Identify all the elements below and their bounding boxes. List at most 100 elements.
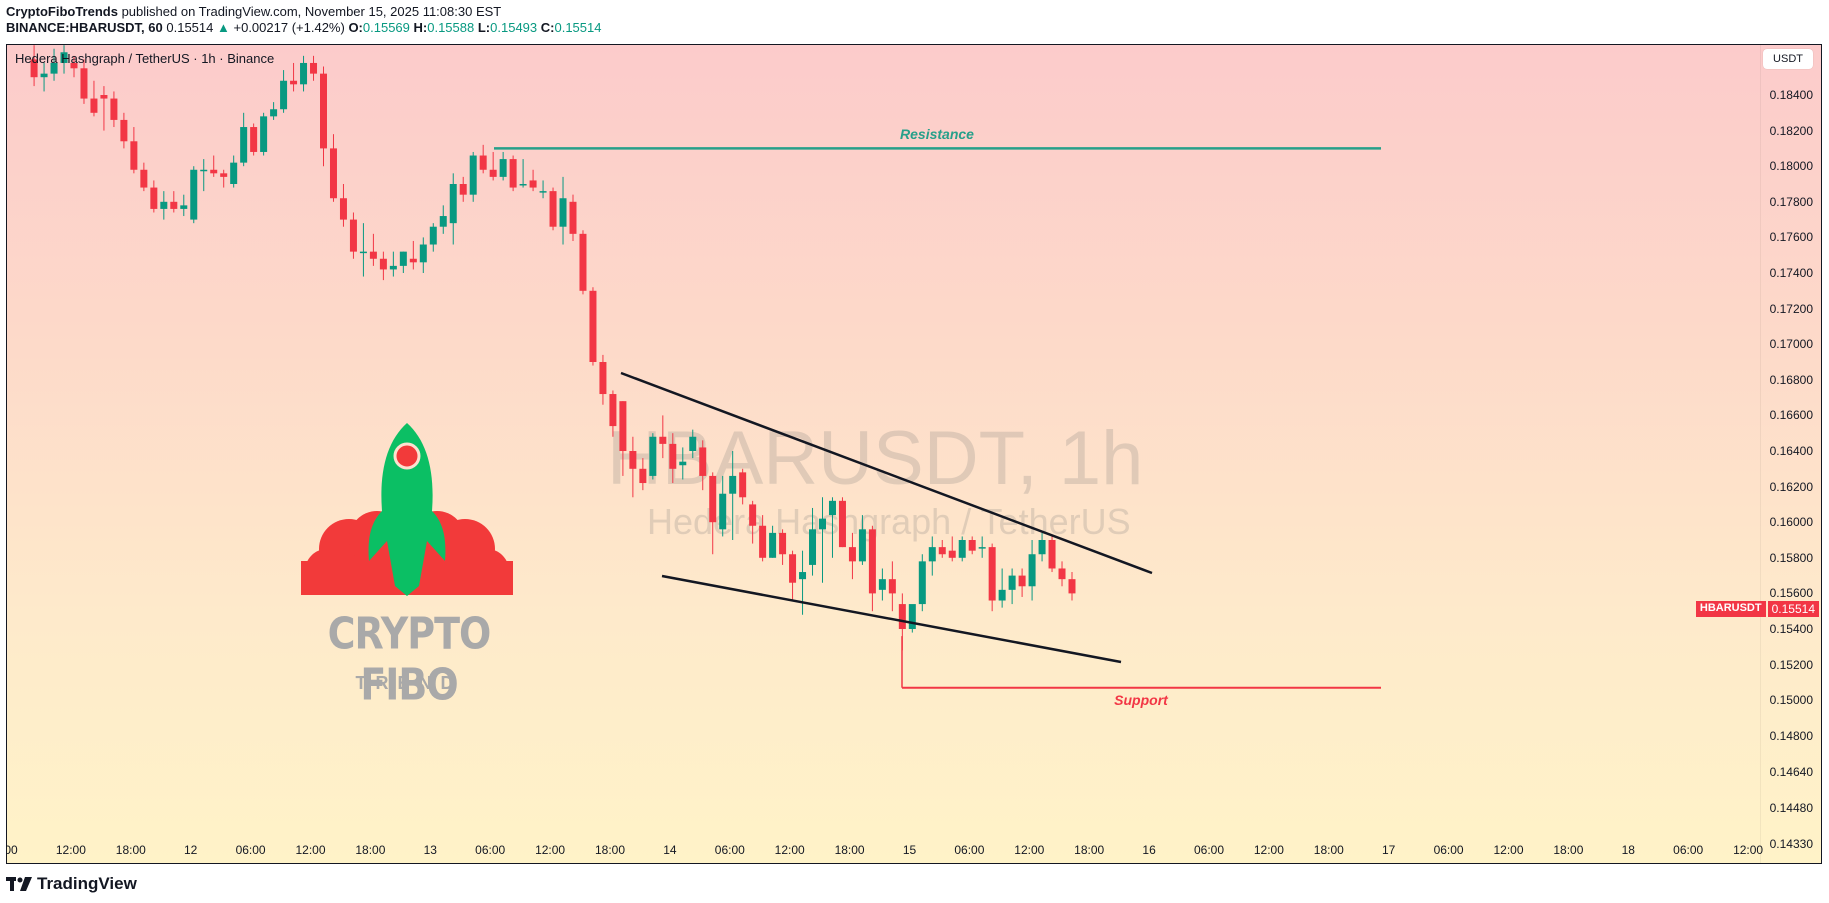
support-label[interactable]: Support [1114,691,1168,708]
candle [300,55,308,92]
candle [200,159,208,192]
candle [320,66,327,167]
candle [1038,532,1046,562]
tradingview-logo-icon [6,877,32,891]
watermark-symbol: HBARUSDT, 1h [607,416,1144,501]
candle [459,176,467,202]
candle [479,144,487,174]
lower-trendline[interactable] [661,574,1122,664]
time-tick: 14 [663,843,677,857]
price-tick: 0.14330 [1769,836,1813,851]
candle [789,550,797,601]
candle [250,123,258,156]
price-tick: 0.17200 [1769,301,1813,316]
price-tick: 0.16000 [1769,515,1813,530]
candle [499,151,507,181]
time-tick: 18 [1621,843,1635,857]
time-tick: 06:00 [1193,843,1225,857]
time-tick: 00 [7,843,18,857]
candle [110,91,118,128]
candle [719,475,727,537]
candle [559,176,567,245]
candle [729,451,737,540]
candle [918,554,926,612]
price-tick: 0.14640 [1769,764,1813,779]
candle [669,433,677,484]
candle [369,233,377,266]
price-tick: 0.18200 [1769,123,1813,138]
candle [290,62,298,92]
candle [699,440,707,491]
price-tick: 0.16200 [1769,479,1813,494]
candle [888,561,896,612]
currency-unit-button[interactable]: USDT [1763,49,1813,69]
candle [579,230,587,295]
candle [868,525,876,612]
upper-trendline[interactable] [620,371,1153,575]
time-tick: 12:00 [774,843,805,857]
candle [90,80,98,117]
candlestick-plot[interactable] [7,45,1822,864]
candle [1008,568,1016,605]
candle [938,540,946,558]
candle [240,112,248,167]
price-tick: 0.18400 [1769,88,1813,102]
time-tick: 06:00 [1433,843,1464,857]
candle [280,70,288,113]
candle [379,251,387,281]
candle [439,205,447,234]
resistance-label[interactable]: Resistance [900,126,974,143]
candle [988,543,996,612]
candle [599,354,607,405]
candle [649,433,657,480]
candle [130,127,138,174]
candle [629,436,637,498]
candle [140,162,148,192]
candle [349,212,357,259]
time-tick: 18:00 [355,843,386,857]
open-label: O: [348,20,363,35]
candle [779,529,787,565]
candle [539,180,547,199]
candle [759,515,767,562]
candle [339,184,347,227]
time-tick: 12:00 [1733,843,1764,857]
price-axis-divider [1760,45,1761,863]
time-tick: 06:00 [714,843,745,857]
last-price-tag: HBARUSDT 0.15514 [1695,600,1819,617]
candle [819,497,826,583]
candle [60,45,68,74]
time-tick: 15 [902,843,917,857]
time-tick: 18:00 [115,843,146,857]
tradingview-brand[interactable]: TradingView [6,874,137,894]
candle [689,429,697,459]
candle [419,237,427,273]
candle [409,240,417,270]
price-change: +0.00217 (+1.42%) [233,20,345,35]
price-tick: 0.15400 [1769,622,1813,636]
time-tick: 06:00 [1673,843,1704,857]
candle [399,251,407,273]
candle [80,59,88,104]
published-text: published on TradingView.com, November 1… [121,4,502,19]
candle [928,536,936,576]
price-tick: 0.17400 [1769,266,1813,280]
symbol-label: BINANCE:HBARUSDT, 60 [6,20,163,35]
chart-pane[interactable]: HBARUSDT, 1h Hedera Hashgraph / TetherUS… [6,44,1822,864]
candle [709,472,717,555]
time-tick: 18:00 [1313,843,1344,857]
candle [389,251,397,277]
time-tick: 06:00 [475,843,506,857]
price-tick: 0.18000 [1769,159,1813,174]
candle [609,390,617,437]
candle [449,173,457,245]
candle [958,536,966,562]
candle [429,223,437,252]
candle [30,45,38,87]
price-tick: 0.15600 [1769,586,1813,601]
candle [978,536,986,558]
publish-info: CryptoFiboTrends published on TradingVie… [6,4,501,19]
candle [948,536,956,562]
candle [270,102,278,120]
publisher-name[interactable]: CryptoFiboTrends [6,4,118,19]
